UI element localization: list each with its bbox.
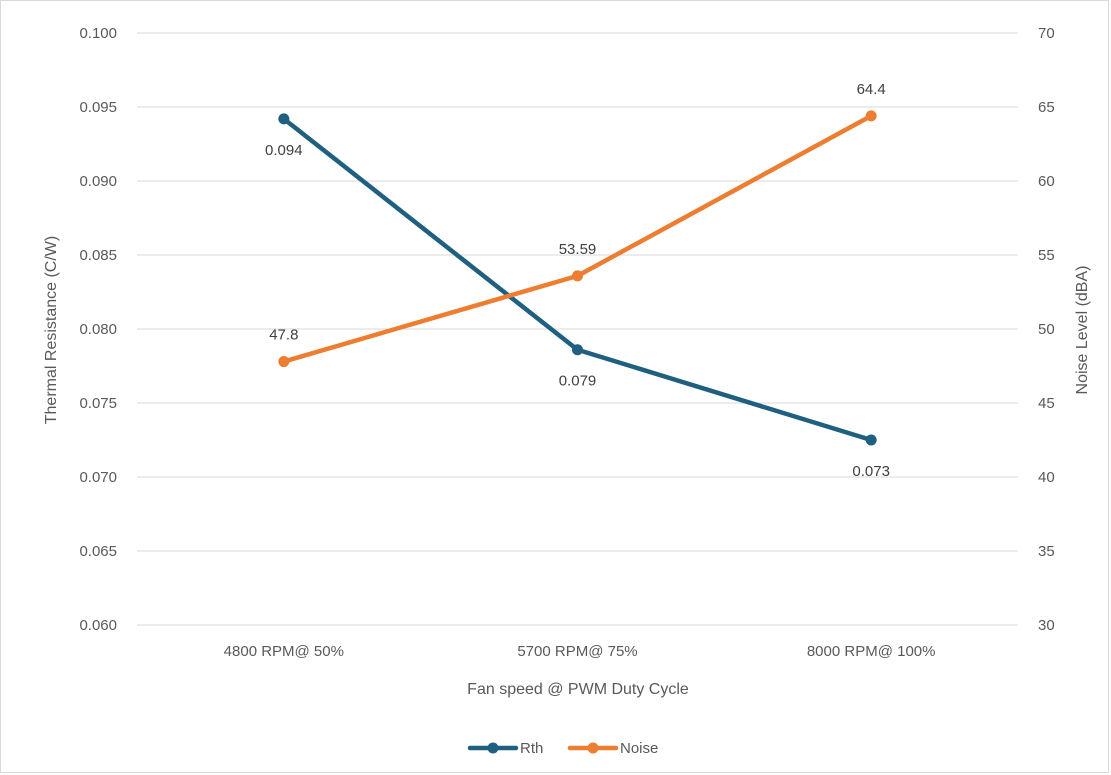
y-axis-title: Thermal Resistance (C/W) bbox=[43, 236, 60, 424]
y2-tick-label: 35 bbox=[1038, 543, 1055, 560]
y-tick-label: 0.090 bbox=[79, 173, 117, 190]
y2-tick-label: 55 bbox=[1038, 247, 1055, 264]
right-axis-ticks: 30 35 40 45 50 55 60 65 70 bbox=[1038, 25, 1055, 634]
x-axis-title: Fan speed @ PWM Duty Cycle bbox=[467, 681, 689, 698]
y-tick-label: 0.075 bbox=[79, 395, 117, 412]
data-label-noise: 64.4 bbox=[857, 81, 886, 98]
legend-label-noise: Noise bbox=[620, 740, 658, 757]
data-point-rth bbox=[278, 113, 290, 125]
data-point-rth bbox=[865, 434, 877, 446]
data-point-rth bbox=[572, 344, 583, 356]
data-label-noise: 53.59 bbox=[559, 241, 597, 258]
y2-tick-label: 40 bbox=[1038, 469, 1055, 486]
data-point-noise bbox=[278, 356, 290, 368]
x-tick-label: 5700 RPM@ 75% bbox=[517, 643, 637, 660]
data-labels: 0.094 0.079 0.073 47.8 53.59 64.4 bbox=[265, 81, 890, 480]
legend: Rth Noise bbox=[467, 740, 658, 757]
y2-tick-label: 60 bbox=[1038, 173, 1055, 190]
gridlines bbox=[137, 32, 1018, 626]
data-label-rth: 0.073 bbox=[852, 463, 890, 480]
legend-label-rth: Rth bbox=[520, 740, 543, 757]
data-label-rth: 0.094 bbox=[265, 142, 303, 159]
y2-tick-label: 30 bbox=[1038, 617, 1055, 634]
left-axis-ticks: 0.060 0.065 0.070 0.075 0.080 0.085 0.090 0.095… bbox=[79, 25, 117, 634]
y-tick-label: 0.060 bbox=[79, 617, 117, 634]
x-tick-label: 8000 RPM@ 100% bbox=[807, 643, 936, 660]
y-tick-label: 0.085 bbox=[79, 247, 117, 264]
y2-axis-title: Noise Level (dBA) bbox=[1074, 266, 1091, 395]
y2-tick-label: 65 bbox=[1038, 99, 1055, 116]
y-tick-label: 0.100 bbox=[79, 25, 117, 42]
data-point-noise bbox=[865, 110, 877, 122]
legend-marker-rth bbox=[487, 742, 499, 754]
y2-tick-label: 70 bbox=[1038, 25, 1055, 42]
series-group bbox=[278, 110, 877, 446]
x-axis-ticks: 4800 RPM@ 50% 5700 RPM@ 75% 8000 RPM@ 100% bbox=[224, 643, 936, 660]
y2-tick-label: 50 bbox=[1038, 321, 1055, 338]
y-tick-label: 0.095 bbox=[79, 99, 117, 116]
data-point-noise bbox=[572, 270, 583, 282]
data-label-rth: 0.079 bbox=[559, 373, 597, 390]
data-label-noise: 47.8 bbox=[269, 327, 298, 344]
y2-tick-label: 45 bbox=[1038, 395, 1055, 412]
y-tick-label: 0.070 bbox=[79, 469, 117, 486]
y-tick-label: 0.080 bbox=[79, 321, 117, 338]
x-tick-label: 4800 RPM@ 50% bbox=[224, 643, 344, 660]
series-line-noise bbox=[281, 113, 874, 364]
legend-marker-noise bbox=[587, 742, 599, 754]
y-tick-label: 0.065 bbox=[79, 543, 117, 560]
